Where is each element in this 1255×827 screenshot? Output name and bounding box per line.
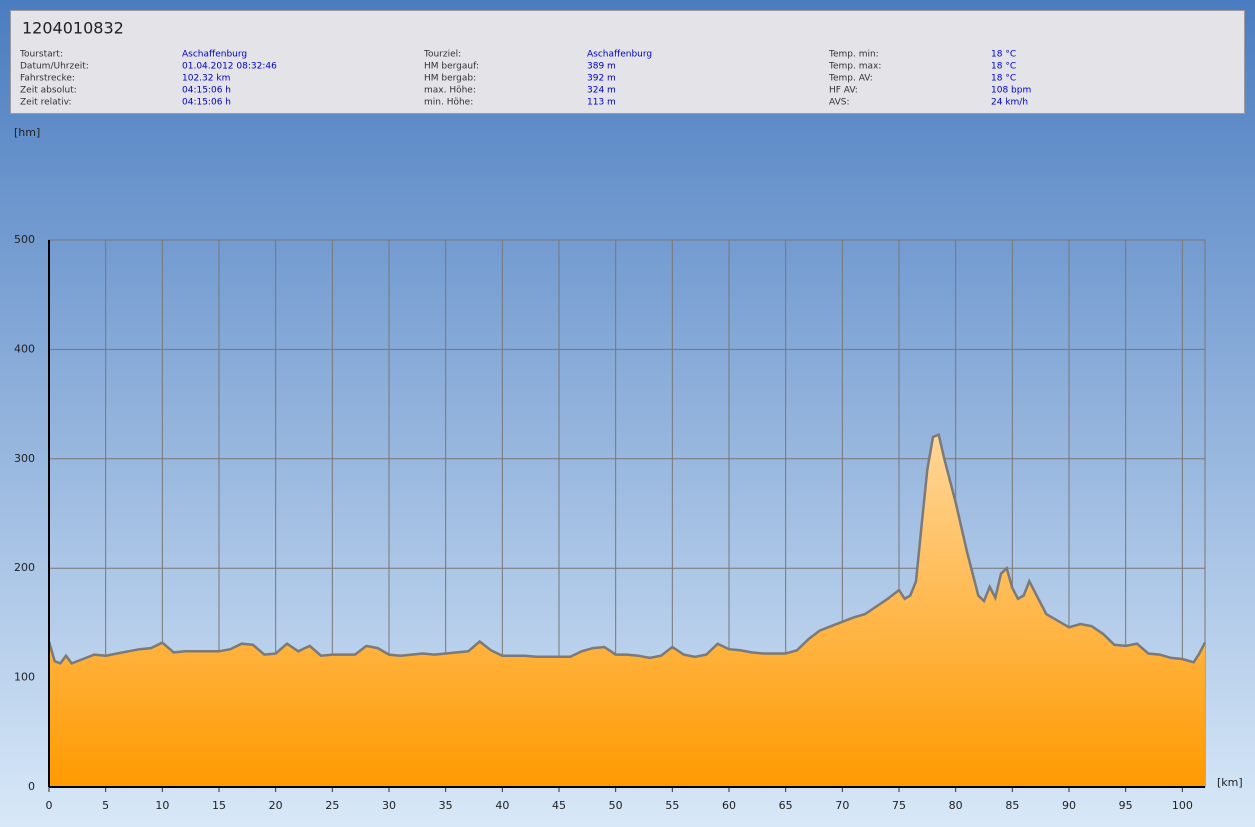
info-value: 01.04.2012 08:32:46: [182, 62, 277, 72]
y-tick-label: 0: [28, 780, 35, 793]
y-tick-label: 400: [14, 342, 35, 355]
x-tick-label: 10: [155, 799, 169, 812]
info-label: Temp. min:: [828, 50, 879, 60]
x-tick-label: 95: [1119, 799, 1133, 812]
x-tick-label: 80: [949, 799, 963, 812]
x-tick-label: 55: [665, 799, 679, 812]
x-tick-label: 15: [212, 799, 226, 812]
info-label: Temp. max:: [828, 62, 881, 72]
info-value: 389 m: [587, 62, 616, 72]
info-value: 392 m: [587, 74, 616, 84]
info-value: 113 m: [587, 98, 616, 108]
info-label: Datum/Uhrzeit:: [20, 62, 89, 72]
x-tick-label: 25: [325, 799, 339, 812]
info-label: Tourstart:: [19, 50, 63, 60]
info-label: Tourziel:: [423, 50, 461, 60]
info-label: HF AV:: [829, 86, 858, 96]
info-label: max. Höhe:: [424, 86, 476, 96]
info-panel: [10, 10, 1245, 114]
info-label: Fahrstrecke:: [20, 74, 75, 84]
info-value: Aschaffenburg: [182, 50, 247, 60]
info-value: 04:15:06 h: [182, 86, 231, 96]
x-tick-label: 90: [1062, 799, 1076, 812]
info-label: HM bergab:: [424, 74, 476, 84]
info-label: Zeit relativ:: [20, 98, 72, 108]
y-tick-label: 500: [14, 233, 35, 246]
x-tick-label: 100: [1172, 799, 1193, 812]
info-value: 108 bpm: [991, 86, 1031, 96]
info-label: Zeit absolut:: [20, 86, 77, 96]
x-tick-label: 30: [382, 799, 396, 812]
x-tick-label: 40: [495, 799, 509, 812]
x-tick-label: 85: [1005, 799, 1019, 812]
x-tick-label: 70: [835, 799, 849, 812]
x-tick-label: 35: [439, 799, 453, 812]
info-label: AVS:: [829, 98, 849, 108]
x-tick-label: 20: [269, 799, 283, 812]
info-value: 24 km/h: [991, 98, 1028, 108]
y-axis-label: [hm]: [14, 126, 40, 139]
y-tick-label: 300: [14, 452, 35, 465]
x-tick-label: 5: [102, 799, 109, 812]
elevation-line: [47, 433, 1207, 665]
y-tick-label: 200: [14, 561, 35, 574]
y-tick-label: 100: [14, 671, 35, 684]
elevation-area: [49, 434, 1205, 787]
x-tick-label: 75: [892, 799, 906, 812]
tour-title: 1204010832: [22, 19, 124, 38]
x-tick-label: 60: [722, 799, 736, 812]
info-value: 324 m: [587, 86, 616, 96]
info-value: Aschaffenburg: [587, 50, 652, 60]
info-label: HM bergauf:: [424, 62, 479, 72]
info-value: 04:15:06 h: [182, 98, 231, 108]
info-value: 102.32 km: [182, 74, 230, 84]
x-tick-label: 65: [779, 799, 793, 812]
x-tick-label: 50: [609, 799, 623, 812]
info-label: min. Höhe:: [424, 98, 473, 108]
x-tick-label: 0: [46, 799, 53, 812]
x-tick-label: 45: [552, 799, 566, 812]
info-value: 18 °C: [991, 74, 1016, 84]
x-axis-label: [km]: [1217, 776, 1243, 789]
info-value: 18 °C: [991, 50, 1016, 60]
info-label: Temp. AV:: [828, 74, 873, 84]
info-value: 18 °C: [991, 62, 1016, 72]
